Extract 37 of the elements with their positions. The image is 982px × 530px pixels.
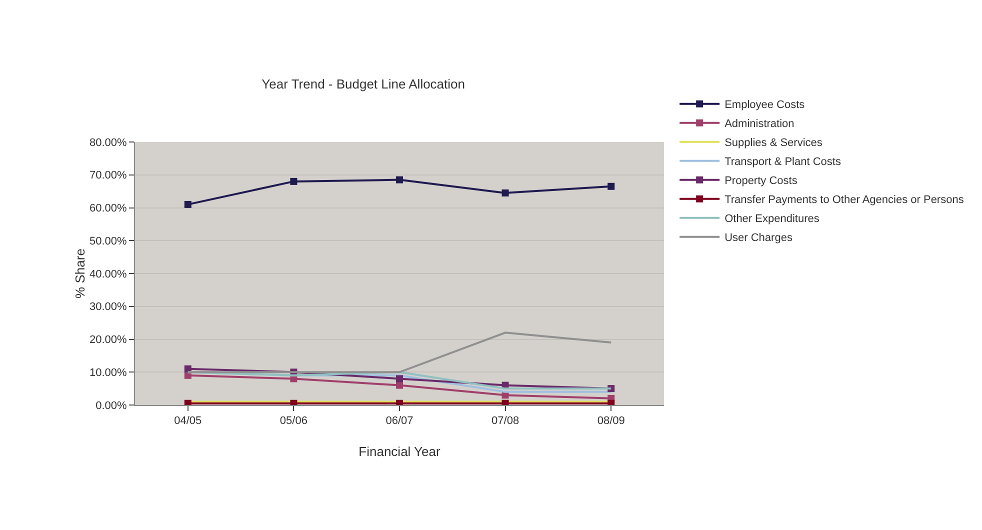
- legend-label: Transfer Payments to Other Agencies or Persons: [724, 194, 964, 206]
- x-tick-label: 07/08: [492, 415, 520, 428]
- x-tick-label: 06/07: [386, 415, 414, 428]
- legend-label: Employee Costs: [724, 99, 806, 112]
- chart-title: Year Trend - Budget Line Allocation: [262, 76, 466, 92]
- y-tick-label: 70.00%: [89, 170, 128, 182]
- x-tick-label: 04/05: [174, 415, 202, 428]
- legend-label: User Charges: [724, 232, 793, 244]
- y-tick-label: 20.00%: [89, 334, 128, 346]
- point: [396, 382, 403, 389]
- x-axis-title: Financial Year: [358, 444, 442, 459]
- y-axis-title: % Share: [72, 248, 88, 298]
- y-tick-label: 60.00%: [89, 202, 128, 215]
- y-tick-label: 0.00%: [96, 400, 128, 412]
- point: [396, 400, 403, 405]
- y-tick-label: 40.00%: [89, 268, 128, 280]
- point: [184, 200, 192, 208]
- x-tick-label: 05/06: [280, 415, 308, 428]
- y-tick-label: 50.00%: [89, 235, 128, 248]
- y-tick-label: 30.00%: [89, 301, 128, 314]
- point: [184, 400, 192, 405]
- legend-label: Property Costs: [724, 175, 798, 188]
- y-tick-label: 10.00%: [89, 366, 128, 379]
- point: [608, 182, 615, 190]
- point: [502, 189, 509, 196]
- legend-label: Administration: [724, 118, 794, 130]
- y-tick-label: 80.00%: [89, 136, 128, 149]
- point: [608, 400, 615, 405]
- point: [502, 400, 509, 405]
- legend-label: Transport & Plant Costs: [724, 156, 842, 168]
- point: [396, 375, 403, 382]
- legend-label: Supplies & Services: [724, 137, 823, 150]
- point: [396, 176, 403, 184]
- point: [290, 178, 298, 185]
- legend-label: Other Expenditures: [724, 213, 820, 226]
- point: [290, 400, 298, 405]
- x-tick-label: 08/09: [597, 415, 625, 428]
